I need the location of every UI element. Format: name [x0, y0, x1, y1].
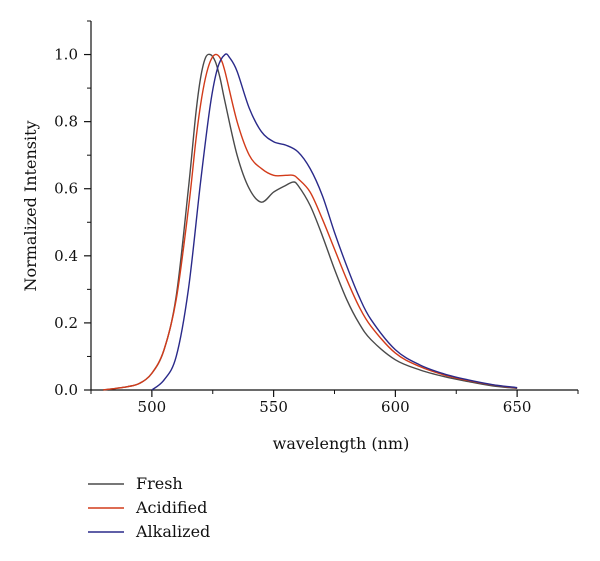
x-tick-label: 550: [259, 398, 288, 416]
y-tick-label: 0.4: [54, 247, 78, 265]
legend-label-alkalized: Alkalized: [135, 522, 210, 541]
series-layer: [103, 53, 518, 391]
y-axis-label: Normalized Intensity: [21, 120, 40, 291]
y-tick-label: 0.2: [54, 314, 78, 332]
y-tick-label: 1.0: [54, 46, 78, 64]
axes: 500 550 600 650 0.0 0.2 0.4 0.6 0.8 1.0: [54, 20, 579, 416]
y-tick-label: 0.6: [54, 180, 78, 198]
x-tick-label: 600: [381, 398, 410, 416]
legend-label-acidified: Acidified: [135, 498, 207, 517]
y-tick-label: 0.8: [54, 113, 78, 131]
y-tick-label: 0.0: [54, 381, 78, 399]
series-line-alkalized: [151, 53, 518, 391]
legend: Fresh Acidified Alkalized: [88, 474, 210, 541]
series-line-acidified: [103, 53, 518, 391]
x-tick-label: 500: [138, 398, 167, 416]
series-line-fresh: [103, 53, 518, 391]
x-axis-label: wavelength (nm): [273, 434, 410, 453]
legend-label-fresh: Fresh: [136, 474, 183, 493]
x-tick-label: 650: [503, 398, 532, 416]
